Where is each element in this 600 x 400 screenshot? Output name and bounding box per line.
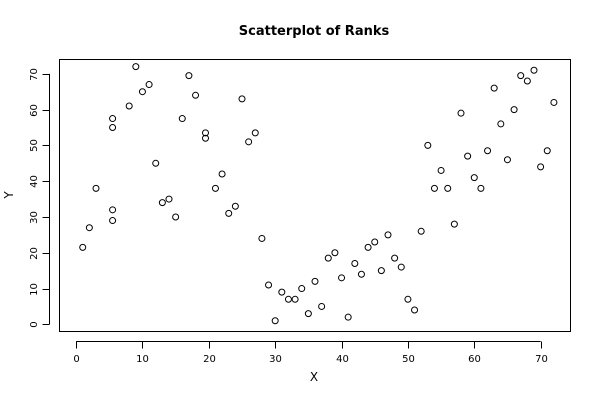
data-point — [523, 77, 531, 85]
data-point — [490, 84, 498, 92]
x-tick-label: 70 — [535, 354, 548, 365]
x-tick-label: 40 — [336, 354, 349, 365]
data-point — [510, 106, 518, 114]
y-tick-label: 40 — [29, 175, 40, 188]
data-point — [391, 254, 399, 262]
data-point — [311, 277, 319, 285]
data-point — [218, 170, 226, 178]
data-point — [411, 306, 419, 314]
data-point — [92, 184, 100, 192]
y-tick-label: 20 — [29, 247, 40, 260]
data-point — [79, 243, 87, 251]
data-point — [364, 243, 372, 251]
data-point — [430, 184, 438, 192]
data-point — [225, 209, 233, 217]
data-point — [484, 147, 492, 155]
data-point — [109, 124, 117, 131]
data-point — [437, 166, 445, 174]
data-point — [245, 138, 253, 146]
data-point — [202, 129, 209, 137]
data-point — [109, 206, 117, 214]
data-point — [464, 152, 472, 160]
y-tick-label: 70 — [29, 68, 40, 81]
data-point — [271, 317, 279, 325]
data-point — [404, 295, 412, 303]
data-point — [318, 302, 326, 310]
data-point — [537, 163, 545, 171]
x-tick-label: 50 — [402, 354, 415, 365]
data-point — [470, 174, 478, 182]
data-point — [338, 274, 346, 282]
data-point — [172, 213, 180, 221]
data-point — [371, 238, 379, 246]
data-point — [331, 249, 339, 257]
data-point — [530, 66, 538, 74]
x-axis: 0 10 20 30 40 50 60 70 — [73, 341, 548, 365]
x-axis-label: X — [310, 370, 318, 384]
data-point — [165, 195, 173, 203]
data-point — [158, 199, 166, 207]
data-point — [304, 310, 312, 318]
data-point — [278, 288, 286, 296]
data-point — [543, 147, 551, 155]
data-point — [185, 72, 193, 80]
data-point — [324, 254, 332, 262]
data-point — [550, 98, 558, 106]
y-axis-label: Y — [2, 191, 16, 200]
data-point — [497, 120, 505, 128]
x-tick-label: 30 — [269, 354, 282, 365]
data-point — [384, 231, 392, 239]
chart-title: Scatterplot of Ranks — [239, 24, 390, 39]
data-point — [145, 81, 153, 89]
y-tick-label: 10 — [29, 283, 40, 296]
x-tick-label: 20 — [203, 354, 216, 365]
data-point — [344, 313, 352, 321]
data-point — [351, 260, 359, 267]
data-point — [417, 227, 425, 235]
data-point — [444, 184, 452, 192]
y-tick-label: 60 — [29, 104, 40, 117]
data-point — [298, 285, 306, 293]
data-point — [85, 224, 93, 232]
data-point — [284, 295, 292, 303]
data-point — [202, 134, 209, 142]
data-point — [211, 184, 219, 192]
data-point — [138, 88, 146, 96]
data-point — [517, 72, 525, 80]
data-point — [258, 234, 266, 242]
x-tick-label: 0 — [73, 354, 79, 365]
data-point — [251, 129, 259, 137]
data-point — [265, 281, 273, 289]
data-point — [457, 109, 465, 117]
x-tick-label: 60 — [468, 354, 481, 365]
data-point — [424, 141, 432, 149]
data-point — [450, 220, 458, 228]
y-tick-label: 50 — [29, 139, 40, 152]
data-point — [109, 115, 117, 123]
data-point — [477, 184, 485, 192]
plot-area-frame — [59, 59, 571, 332]
x-tick-label: 10 — [136, 354, 149, 365]
data-point — [109, 217, 117, 225]
data-point — [503, 156, 511, 164]
data-point — [231, 202, 239, 210]
data-point — [238, 95, 246, 103]
data-point — [397, 263, 405, 271]
y-axis: 0 10 20 30 40 50 60 70 — [29, 68, 50, 328]
data-point — [125, 102, 133, 110]
y-tick-label: 30 — [29, 211, 40, 224]
data-point — [178, 115, 186, 123]
data-point — [152, 159, 160, 167]
data-point — [357, 270, 365, 278]
y-tick-label: 0 — [29, 321, 40, 327]
data-point — [192, 91, 200, 99]
data-point — [132, 63, 140, 71]
data-points — [79, 63, 558, 325]
data-point — [291, 295, 299, 303]
data-point — [377, 267, 385, 275]
